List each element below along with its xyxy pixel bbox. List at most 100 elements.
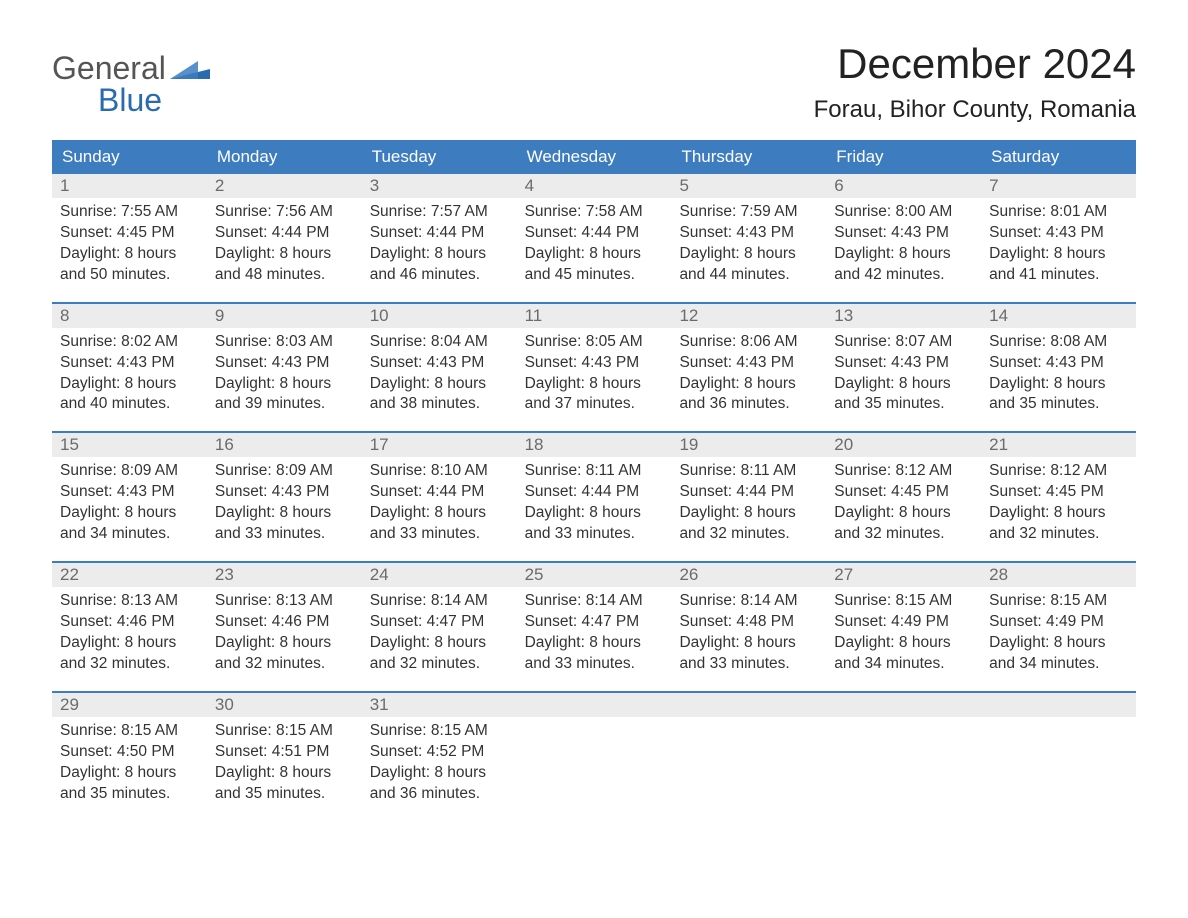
daylight-line1: Daylight: 8 hours [215,374,354,395]
daylight-line2: and 36 minutes. [679,394,818,415]
day-body: Sunrise: 8:03 AMSunset: 4:43 PMDaylight:… [207,328,362,418]
sunrise-line: Sunrise: 8:06 AM [679,332,818,353]
daylight-line1: Daylight: 8 hours [989,633,1128,654]
sunrise-line: Sunrise: 8:09 AM [60,461,199,482]
day-body: Sunrise: 8:14 AMSunset: 4:47 PMDaylight:… [517,587,672,677]
sunset-line: Sunset: 4:43 PM [989,223,1128,244]
sunset-line: Sunset: 4:43 PM [834,223,973,244]
calendar: SundayMondayTuesdayWednesdayThursdayFrid… [52,140,1136,806]
daylight-line1: Daylight: 8 hours [370,244,509,265]
day-body: Sunrise: 8:09 AMSunset: 4:43 PMDaylight:… [207,457,362,547]
daylight-line2: and 39 minutes. [215,394,354,415]
daylight-line1: Daylight: 8 hours [679,633,818,654]
daylight-line2: and 41 minutes. [989,265,1128,286]
daylight-line2: and 33 minutes. [679,654,818,675]
day-body: Sunrise: 7:58 AMSunset: 4:44 PMDaylight:… [517,198,672,288]
week-row: 8Sunrise: 8:02 AMSunset: 4:43 PMDaylight… [52,302,1136,418]
day-body: Sunrise: 8:11 AMSunset: 4:44 PMDaylight:… [671,457,826,547]
day-number: 10 [370,306,389,325]
daylight-line1: Daylight: 8 hours [370,374,509,395]
day-number: 17 [370,435,389,454]
sunset-line: Sunset: 4:43 PM [60,353,199,374]
day-body: Sunrise: 8:06 AMSunset: 4:43 PMDaylight:… [671,328,826,418]
day-cell: 8Sunrise: 8:02 AMSunset: 4:43 PMDaylight… [52,304,207,418]
day-number-row [517,693,672,717]
sunset-line: Sunset: 4:43 PM [370,353,509,374]
day-number-row: 15 [52,433,207,457]
daylight-line1: Daylight: 8 hours [60,503,199,524]
day-number: 20 [834,435,853,454]
day-body: Sunrise: 8:10 AMSunset: 4:44 PMDaylight:… [362,457,517,547]
day-number: 21 [989,435,1008,454]
day-cell: 27 Sunrise: 8:15 AMSunset: 4:49 PMDayligh… [826,563,981,677]
day-number-row: 26 [671,563,826,587]
daylight-line2: and 35 minutes. [60,784,199,805]
dow-cell: Thursday [671,140,826,174]
sunrise-line: Sunrise: 8:08 AM [989,332,1128,353]
sunrise-line: Sunrise: 7:57 AM [370,202,509,223]
daylight-line1: Daylight: 8 hours [834,374,973,395]
day-number: 27 [834,565,853,584]
day-cell: 12Sunrise: 8:06 AMSunset: 4:43 PMDayligh… [671,304,826,418]
day-number-row: 5 [671,174,826,198]
day-body: Sunrise: 8:15 AMSunset: 4:49 PMDaylight:… [826,587,981,677]
sunrise-line: Sunrise: 7:58 AM [525,202,664,223]
sunset-line: Sunset: 4:44 PM [525,223,664,244]
day-body: Sunrise: 8:15 AMSunset: 4:51 PMDaylight:… [207,717,362,807]
daylight-line1: Daylight: 8 hours [834,244,973,265]
day-number-row: 18 [517,433,672,457]
day-number: 6 [834,176,843,195]
day-number-row: 14 [981,304,1136,328]
daylight-line2: and 40 minutes. [60,394,199,415]
sunrise-line: Sunrise: 8:09 AM [215,461,354,482]
day-body: Sunrise: 8:15 AMSunset: 4:52 PMDaylight:… [362,717,517,807]
day-cell: 30Sunrise: 8:15 AMSunset: 4:51 PMDayligh… [207,693,362,807]
sunrise-line: Sunrise: 8:14 AM [370,591,509,612]
sunset-line: Sunset: 4:49 PM [834,612,973,633]
week-row: 1Sunrise: 7:55 AMSunset: 4:45 PMDaylight… [52,174,1136,288]
sunset-line: Sunset: 4:47 PM [525,612,664,633]
sunrise-line: Sunrise: 8:15 AM [60,721,199,742]
day-number: 1 [60,176,69,195]
day-number-row: 21 [981,433,1136,457]
day-cell: 10Sunrise: 8:04 AMSunset: 4:43 PMDayligh… [362,304,517,418]
daylight-line2: and 36 minutes. [370,784,509,805]
sunset-line: Sunset: 4:48 PM [679,612,818,633]
day-cell: 19Sunrise: 8:11 AMSunset: 4:44 PMDayligh… [671,433,826,547]
daylight-line1: Daylight: 8 hours [989,374,1128,395]
day-body: Sunrise: 8:13 AMSunset: 4:46 PMDaylight:… [207,587,362,677]
sunrise-line: Sunrise: 8:11 AM [525,461,664,482]
day-number-row: 2 [207,174,362,198]
day-body: Sunrise: 8:07 AMSunset: 4:43 PMDaylight:… [826,328,981,418]
daylight-line2: and 33 minutes. [370,524,509,545]
daylight-line2: and 38 minutes. [370,394,509,415]
day-number: 31 [370,695,389,714]
day-cell: 28Sunrise: 8:15 AMSunset: 4:49 PMDayligh… [981,563,1136,677]
day-body: Sunrise: 8:01 AMSunset: 4:43 PMDaylight:… [981,198,1136,288]
location-subtitle: Forau, Bihor County, Romania [814,96,1136,124]
day-number: 18 [525,435,544,454]
daylight-line2: and 45 minutes. [525,265,664,286]
daylight-line2: and 32 minutes. [215,654,354,675]
day-number: 2 [215,176,224,195]
sunrise-line: Sunrise: 7:56 AM [215,202,354,223]
daylight-line2: and 34 minutes. [989,654,1128,675]
day-number-row: 20 [826,433,981,457]
daylight-line2: and 46 minutes. [370,265,509,286]
day-cell [826,693,981,807]
day-number: 22 [60,565,79,584]
day-number: 5 [679,176,688,195]
day-number: 16 [215,435,234,454]
dow-cell: Friday [826,140,981,174]
day-body: Sunrise: 7:57 AMSunset: 4:44 PMDaylight:… [362,198,517,288]
daylight-line1: Daylight: 8 hours [60,763,199,784]
sunset-line: Sunset: 4:45 PM [989,482,1128,503]
day-body: Sunrise: 8:14 AMSunset: 4:48 PMDaylight:… [671,587,826,677]
day-cell: 6Sunrise: 8:00 AMSunset: 4:43 PMDaylight… [826,174,981,288]
sunrise-line: Sunrise: 8:12 AM [989,461,1128,482]
day-cell: 14Sunrise: 8:08 AMSunset: 4:43 PMDayligh… [981,304,1136,418]
daylight-line2: and 33 minutes. [525,524,664,545]
day-cell: 26Sunrise: 8:14 AMSunset: 4:48 PMDayligh… [671,563,826,677]
brand-line1: General [52,52,166,84]
day-number: 9 [215,306,224,325]
